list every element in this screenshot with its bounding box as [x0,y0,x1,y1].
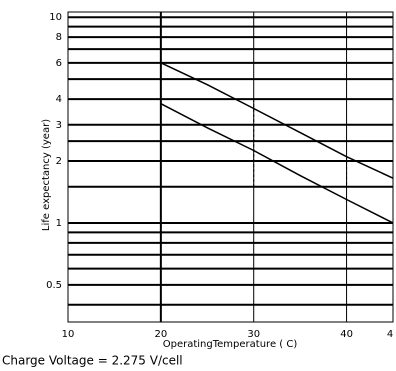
y-tick-label: 8 [56,32,62,43]
y-tick-label: 3 [56,120,62,131]
x-axis-label: OperatingTemperature ( C) [163,339,298,350]
x-tick-label: 40 [340,329,353,340]
x-tick-label: 30 [247,329,260,340]
plot-frame [67,11,394,323]
x-tick-label: 4 [387,329,393,340]
y-tick-label: 0.5 [46,280,62,291]
y-tick-label: 4 [56,94,62,105]
curve [160,62,394,179]
y-tick-label: 2 [56,156,62,167]
curve [160,102,394,224]
footnote: Charge Voltage = 2.275 V/cell [2,354,183,368]
y-axis-label: Life expectancy (year) [41,119,52,231]
y-tick-label: 1 [56,218,62,229]
y-tick-label: 6 [56,58,62,69]
x-tick-label: 20 [154,329,167,340]
y-tick-label: 10 [49,12,62,23]
x-tick-label: 10 [62,329,75,340]
